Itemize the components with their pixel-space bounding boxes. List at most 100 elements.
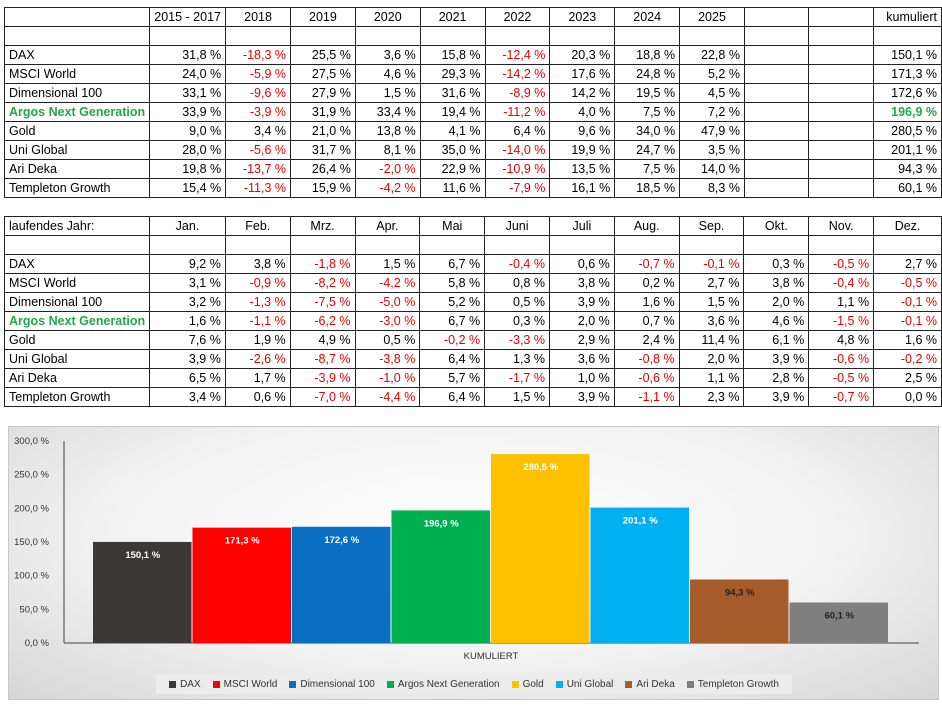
value-cell: [808, 102, 874, 122]
column-header: 2023: [549, 7, 616, 27]
value-cell: -7,0 %: [289, 387, 356, 407]
value-cell: 33,4 %: [354, 102, 421, 122]
value-cell: 29,3 %: [419, 64, 486, 84]
value-cell: [808, 64, 874, 84]
value-cell: 3,9 %: [149, 349, 226, 369]
value-cell: 9,6 %: [549, 121, 616, 141]
value-cell: [808, 121, 874, 141]
table-row: Uni Global 28,0 % -5,6 % 31,7 % 8,1 % 35,0 % -…: [3, 140, 942, 160]
value-cell: 18,8 %: [614, 45, 681, 65]
value-cell: [743, 178, 810, 198]
value-cell: 3,9 %: [743, 349, 810, 369]
empty-cell: [548, 235, 615, 255]
row-label: Templeton Growth: [3, 387, 151, 407]
y-tick-label: 250,0 %: [14, 470, 49, 481]
empty-cell: [419, 235, 486, 255]
value-cell: 34,0 %: [614, 121, 681, 141]
value-cell: 1,3 %: [484, 349, 550, 369]
value-cell: 22,8 %: [679, 45, 745, 65]
value-cell: 31,7 %: [290, 140, 356, 160]
value-cell: 18,5 %: [614, 178, 681, 198]
value-cell: -6,2 %: [289, 311, 356, 331]
value-cell: -3,8 %: [354, 349, 421, 369]
row-label: DAX: [3, 45, 151, 65]
table-row: MSCI World 24,0 % -5,9 % 27,5 % 4,6 % 29,3 % -…: [3, 64, 942, 84]
value-cell: [808, 45, 874, 65]
bar-data-label: 280,5 %: [523, 462, 558, 473]
table-row: Gold 9,0 % 3,4 % 21,0 % 13,8 % 4,1 % 6,4 % 9,6 …: [3, 121, 942, 141]
table-row: Dimensional 100 3,2 % -1,3 % -7,5 % -5,0 % 5,…: [3, 292, 942, 312]
empty-cell: [290, 26, 356, 46]
row-label: Argos Next Generation: [3, 311, 151, 331]
value-cell: 201,1 %: [872, 140, 942, 160]
value-cell: 16,1 %: [549, 178, 616, 198]
value-cell: 33,9 %: [149, 102, 227, 122]
value-cell: 19,9 %: [549, 140, 616, 160]
value-cell: 0,0 %: [873, 387, 942, 407]
value-cell: [743, 45, 810, 65]
value-cell: 60,1 %: [872, 178, 942, 198]
value-cell: -4,2 %: [354, 273, 421, 293]
legend-swatch: [169, 680, 177, 688]
table-row: DAX 31,8 % -18,3 % 25,5 % 3,6 % 15,8 % -12,4 %…: [3, 45, 942, 65]
value-cell: 1,1 %: [808, 292, 875, 312]
row-label: Ari Deka: [3, 368, 151, 388]
table-row: Argos Next Generation 33,9 % -3,9 % 31,9 % 3…: [3, 102, 942, 122]
empty-cell: [224, 235, 291, 255]
value-cell: -2,6 %: [224, 349, 291, 369]
value-cell: [808, 140, 874, 160]
column-header: Juli: [548, 216, 615, 236]
value-cell: -0,7 %: [613, 254, 680, 274]
bar-ari-deka: [690, 579, 789, 643]
value-cell: 15,8 %: [419, 45, 486, 65]
y-tick-label: 300,0 %: [14, 436, 49, 447]
value-cell: -14,2 %: [484, 64, 551, 84]
value-cell: [743, 121, 810, 141]
column-header: Okt.: [743, 216, 810, 236]
value-cell: -11,2 %: [484, 102, 551, 122]
value-cell: -0,1 %: [873, 292, 942, 312]
value-cell: -0,7 %: [808, 387, 875, 407]
column-header: 2019: [290, 7, 356, 27]
row-label: Ari Deka: [3, 159, 151, 179]
chart-legend: DAX MSCI World Dimensional 100 Argos Next G…: [156, 674, 792, 694]
legend-label: Gold: [522, 678, 544, 690]
column-header: Apr.: [354, 216, 421, 236]
legend-item: Argos Next Generation: [386, 679, 500, 690]
value-cell: 3,2 %: [149, 292, 226, 312]
value-cell: 15,4 %: [149, 178, 227, 198]
value-cell: 31,8 %: [149, 45, 227, 65]
bar-dax: [93, 541, 192, 643]
legend-label: Dimensional 100: [300, 678, 375, 690]
bar-dimensional-100: [292, 526, 391, 643]
value-cell: 1,6 %: [613, 292, 680, 312]
value-cell: 5,8 %: [419, 273, 486, 293]
value-cell: 1,7 %: [224, 368, 291, 388]
value-cell: -12,4 %: [484, 45, 551, 65]
value-cell: -2,0 %: [354, 159, 421, 179]
x-axis-category-label: KUMULIERT: [464, 651, 519, 662]
value-cell: 15,9 %: [290, 178, 356, 198]
header-row: laufendes Jahr: Jan. Feb. Mrz. Apr. Mai Juni Ju…: [3, 216, 942, 236]
column-header: 2018: [225, 7, 291, 27]
value-cell: 14,0 %: [679, 159, 745, 179]
value-cell: 6,5 %: [149, 368, 226, 388]
value-cell: 4,1 %: [419, 121, 486, 141]
y-tick-label: 0,0 %: [25, 638, 50, 649]
value-cell: 1,0 %: [548, 368, 615, 388]
value-cell: 3,5 %: [679, 140, 745, 160]
value-cell: 31,9 %: [290, 102, 356, 122]
column-header: kumuliert: [872, 7, 942, 27]
value-cell: -11,3 %: [225, 178, 291, 198]
value-cell: -8,9 %: [484, 83, 551, 103]
value-cell: 3,9 %: [743, 387, 810, 407]
header-row: 2015 - 2017 2018 2019 2020 2021 2022 2023 2024 2…: [3, 7, 942, 27]
value-cell: 4,6 %: [354, 64, 421, 84]
y-tick-label: 150,0 %: [14, 537, 49, 548]
legend-swatch: [625, 680, 633, 688]
value-cell: 0,7 %: [613, 311, 680, 331]
legend-item: Templeton Growth: [686, 679, 779, 690]
value-cell: 2,0 %: [678, 349, 745, 369]
value-cell: -4,2 %: [354, 178, 421, 198]
value-cell: 8,3 %: [679, 178, 745, 198]
